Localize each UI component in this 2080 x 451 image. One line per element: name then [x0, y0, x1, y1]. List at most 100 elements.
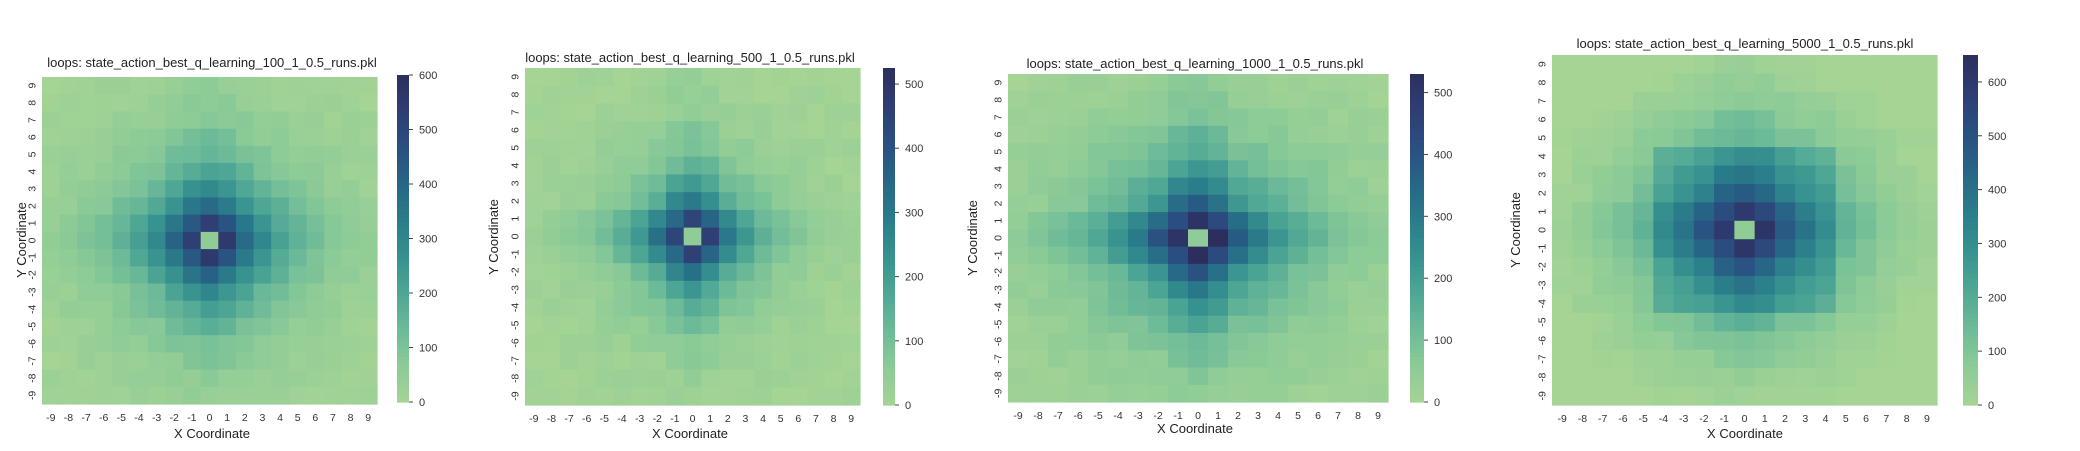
x-tick-label: -1 — [1173, 410, 1182, 422]
heatmap-cell — [754, 316, 773, 335]
heatmap-cell — [42, 197, 61, 216]
heatmap-cell — [165, 300, 184, 319]
heatmap-cell — [1148, 263, 1169, 282]
colorbar-segment — [1963, 308, 1978, 314]
colorbar-segment — [883, 379, 895, 385]
heatmap-cell — [359, 197, 378, 216]
heatmap-cell — [771, 192, 791, 211]
heatmap-grid-2 — [525, 68, 861, 406]
heatmap-cell — [112, 352, 131, 371]
heatmap-cell — [824, 138, 843, 158]
heatmap-cell — [1328, 108, 1349, 127]
x-tick-label: 6 — [312, 412, 318, 424]
heatmap-cell — [630, 280, 650, 300]
heatmap-cell — [341, 300, 360, 319]
heatmap-cell — [1552, 73, 1573, 93]
colorbar-segment — [397, 254, 409, 260]
heatmap-cell — [1633, 183, 1654, 203]
heatmap-cell — [683, 280, 702, 300]
colorbar-segment — [397, 160, 409, 166]
heatmap-cell — [147, 180, 167, 199]
heatmap-cell — [1208, 194, 1229, 213]
heatmap-cell — [1633, 55, 1654, 75]
heatmap-cell — [1188, 281, 1209, 300]
heatmap-cell — [288, 335, 308, 353]
x-tick-label: -2 — [170, 412, 179, 424]
colorbar-segment — [1963, 278, 1978, 284]
heatmap-cell — [341, 249, 360, 267]
heatmap-cell — [1916, 349, 1938, 369]
heatmap-cell — [560, 138, 579, 158]
heatmap-cell — [1248, 281, 1269, 300]
y-tick-label: 1 — [27, 220, 39, 226]
heatmap-cell — [1208, 332, 1229, 351]
heatmap-cell — [1288, 384, 1309, 403]
x-tick-label: 3 — [259, 412, 265, 424]
heatmap-cell — [1572, 202, 1594, 222]
heatmap-cell — [525, 387, 544, 406]
colorbar-segment — [397, 258, 409, 264]
heatmap-cell — [271, 369, 290, 388]
heatmap-cell — [306, 94, 325, 113]
heatmap-cell — [525, 121, 544, 140]
heatmap-cell — [1673, 147, 1695, 167]
heatmap-cell — [1774, 110, 1796, 130]
colorbar-segment — [883, 148, 895, 153]
colorbar-segment — [397, 119, 409, 125]
heatmap-cell — [112, 386, 131, 405]
heatmap-cell — [359, 128, 378, 147]
heatmap-cell — [1228, 160, 1249, 179]
colorbar-segment — [1963, 400, 1978, 406]
colorbar-segment — [397, 128, 409, 133]
heatmap-grid-4 — [1552, 55, 1938, 406]
heatmap-cell — [1774, 91, 1796, 111]
heatmap-cell — [112, 300, 131, 319]
heatmap-cell — [112, 180, 131, 199]
x-tick-label: 7 — [1883, 413, 1889, 425]
heatmap-cell — [1835, 202, 1857, 222]
heatmap-cell — [1188, 108, 1209, 127]
colorbar-segment — [397, 103, 409, 109]
colorbar-segment — [1963, 247, 1978, 253]
heatmap-cell — [1693, 239, 1715, 259]
heatmap-cell — [1754, 55, 1776, 75]
heatmap-cell — [666, 85, 685, 105]
colorbar-segment — [883, 261, 895, 267]
heatmap-cell — [1308, 177, 1329, 196]
heatmap-cell — [754, 103, 773, 122]
heatmap-cell — [1328, 160, 1349, 179]
colorbar-segment — [397, 332, 409, 338]
heatmap-cell — [683, 68, 702, 87]
heatmap-cell — [288, 145, 308, 164]
y-tick-label: 9 — [993, 80, 1005, 86]
heatmap-cell — [1714, 294, 1735, 314]
heatmap-cell — [1653, 294, 1675, 314]
heatmap-cell — [1048, 125, 1069, 144]
colorbar-segment — [1963, 269, 1978, 275]
heatmap-cell — [525, 174, 544, 193]
y-tick-label: -7 — [27, 356, 39, 365]
heatmap-cell — [648, 138, 667, 158]
colorbar-segment — [397, 197, 409, 203]
heatmap-cell — [183, 145, 202, 164]
heatmap-cell — [1754, 239, 1776, 259]
heatmap-cell — [666, 103, 685, 122]
colorbar-segment — [883, 312, 895, 318]
colorbar-tick-label: 0 — [905, 400, 911, 412]
colorbar-segment — [397, 336, 409, 342]
heatmap-cell — [577, 103, 597, 122]
heatmap-cell — [1108, 384, 1129, 403]
heatmap-cell — [754, 298, 773, 317]
heatmap-cell — [1188, 125, 1209, 144]
heatmap-cell — [1148, 229, 1169, 248]
heatmap-cell — [1128, 125, 1149, 144]
heatmap-cell — [200, 352, 219, 371]
heatmap-cell — [842, 85, 861, 105]
heatmap-cell — [807, 245, 826, 264]
colorbar-segment — [397, 209, 409, 215]
heatmap-cell — [112, 214, 131, 233]
panel-title-4: loops: state_action_best_q_learning_5000… — [1577, 36, 1914, 51]
heatmap-cell — [1088, 229, 1109, 248]
heatmap-cell — [789, 68, 808, 87]
